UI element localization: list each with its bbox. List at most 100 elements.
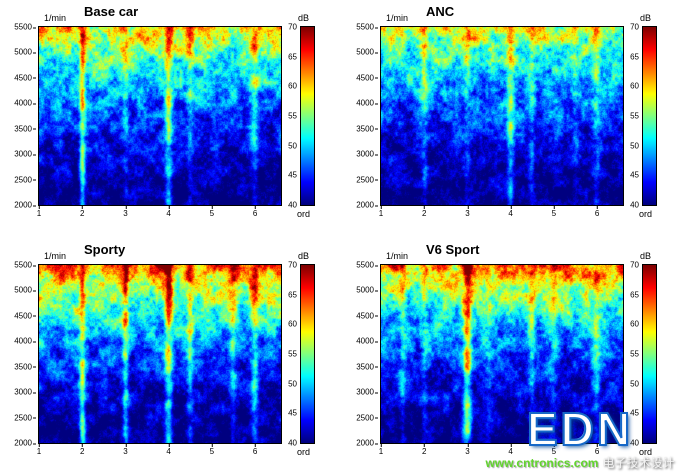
spectrogram-plot (380, 26, 624, 206)
ctick-label: 45 (288, 408, 297, 418)
ctick-label: 50 (288, 379, 297, 389)
xtick-label: 4 (166, 206, 171, 218)
panel-title: ANC (426, 4, 455, 19)
colorbar-tick-labels: 40 45 50 55 60 65 70 (278, 261, 297, 448)
ytick-label: 5000 (356, 285, 378, 295)
ctick-label: 40 (630, 438, 639, 448)
ctick-label: 60 (288, 81, 297, 91)
colorbar-unit-label: dB (640, 13, 652, 23)
x-axis: 1 2 3 4 5 6 (36, 444, 281, 457)
y-axis-unit-label: 1/min (386, 13, 409, 23)
y-axis: 2000 2500 3000 3500 4000 4500 5000 5500 (0, 23, 36, 210)
ytick-label: 4500 (356, 73, 378, 83)
y-axis: 2000 2500 3000 3500 4000 4500 5000 5500 (342, 23, 378, 210)
ytick-label: 2000 (14, 200, 36, 210)
ytick-label: 3500 (14, 362, 36, 372)
x-axis-unit-label: ord (297, 209, 311, 219)
ctick-label: 60 (630, 319, 639, 329)
xtick-label: 2 (79, 444, 85, 456)
xtick-label: 3 (465, 444, 470, 456)
x-axis-unit-label: ord (639, 447, 653, 457)
ytick-label: 4500 (14, 311, 36, 321)
ytick-label: 3500 (356, 362, 378, 372)
y-axis-unit-label: 1/min (44, 13, 67, 23)
colorbar-tick-labels: 40 45 50 55 60 65 70 (278, 23, 297, 210)
y-axis-unit-label: 1/min (44, 251, 67, 261)
xtick-label: 2 (79, 206, 85, 218)
ytick-label: 4000 (14, 98, 36, 108)
spectrogram-plot (38, 26, 282, 206)
xtick-label: 5 (209, 206, 215, 218)
spectrogram-plot (38, 264, 282, 444)
xtick-label: 6 (594, 444, 600, 456)
ctick-label: 45 (288, 170, 297, 180)
xtick-label: 1 (36, 206, 42, 218)
ctick-label: 40 (630, 200, 639, 210)
ytick-label: 4000 (14, 336, 36, 346)
ctick-label: 50 (630, 141, 639, 151)
spectrogram-panel-base-car: 1/min Base car dB 2000 2500 3000 3500 4000 45… (0, 0, 342, 237)
ytick-label: 4000 (356, 336, 378, 346)
ytick-label: 2000 (356, 438, 378, 448)
ytick-label: 5500 (14, 22, 36, 32)
watermark-site-line: www.cntronics.com 电子技术设计 (480, 454, 680, 471)
ytick-label: 4500 (14, 73, 36, 83)
xtick-label: 3 (123, 444, 128, 456)
y-axis-unit-label: 1/min (386, 251, 409, 261)
ytick-label: 2000 (356, 200, 378, 210)
ytick-label: 4500 (356, 311, 378, 321)
colorbar-gradient (301, 27, 314, 205)
spectrogram-canvas (381, 27, 623, 205)
colorbar-unit-label: dB (640, 251, 652, 261)
colorbar-gradient (643, 265, 656, 443)
ytick-label: 3000 (356, 387, 378, 397)
spectrogram-panel-sporty: 1/min Sporty dB 2000 2500 3000 3500 4000 4500… (0, 238, 342, 475)
ytick-label: 5500 (356, 22, 378, 32)
ctick-label: 45 (630, 170, 639, 180)
colorbar-unit-label: dB (298, 13, 310, 23)
ctick-label: 70 (630, 22, 639, 32)
xtick-label: 1 (36, 444, 42, 456)
xtick-label: 1 (378, 206, 384, 218)
ctick-label: 65 (288, 290, 297, 300)
ctick-label: 65 (630, 290, 639, 300)
ctick-label: 55 (288, 111, 297, 121)
ytick-label: 2500 (14, 413, 36, 423)
ytick-label: 5000 (14, 47, 36, 57)
spectrogram-plot (380, 264, 624, 444)
ytick-label: 2500 (356, 413, 378, 423)
ctick-label: 45 (630, 408, 639, 418)
xtick-label: 6 (252, 206, 258, 218)
ytick-label: 5000 (356, 47, 378, 57)
colorbar-gradient (301, 265, 314, 443)
x-axis-unit-label: ord (297, 447, 311, 457)
xtick-label: 3 (465, 206, 470, 218)
ctick-label: 65 (630, 52, 639, 62)
xtick-label: 4 (166, 444, 171, 456)
ctick-label: 65 (288, 52, 297, 62)
y-axis: 2000 2500 3000 3500 4000 4500 5000 5500 (342, 261, 378, 448)
ytick-label: 3000 (14, 149, 36, 159)
xtick-label: 6 (594, 206, 600, 218)
xtick-label: 4 (508, 206, 513, 218)
ctick-label: 50 (288, 141, 297, 151)
colorbar-gradient (643, 27, 656, 205)
x-axis: 1 2 3 4 5 6 (378, 444, 623, 457)
colorbar (300, 26, 315, 206)
xtick-label: 2 (421, 444, 427, 456)
ctick-label: 55 (630, 111, 639, 121)
ytick-label: 2000 (14, 438, 36, 448)
ctick-label: 70 (630, 260, 639, 270)
xtick-label: 1 (378, 444, 384, 456)
spectrogram-panel-v6-sport: 1/min V6 Sport dB 2000 2500 3000 3500 4000 45… (342, 238, 684, 475)
ctick-label: 60 (630, 81, 639, 91)
ctick-label: 60 (288, 319, 297, 329)
ytick-label: 5500 (356, 260, 378, 270)
ytick-label: 2500 (356, 175, 378, 185)
spectrogram-canvas (381, 265, 623, 443)
x-axis: 1 2 3 4 5 6 (36, 206, 281, 219)
xtick-label: 6 (252, 444, 258, 456)
x-axis: 1 2 3 4 5 6 (378, 206, 623, 219)
ctick-label: 70 (288, 260, 297, 270)
